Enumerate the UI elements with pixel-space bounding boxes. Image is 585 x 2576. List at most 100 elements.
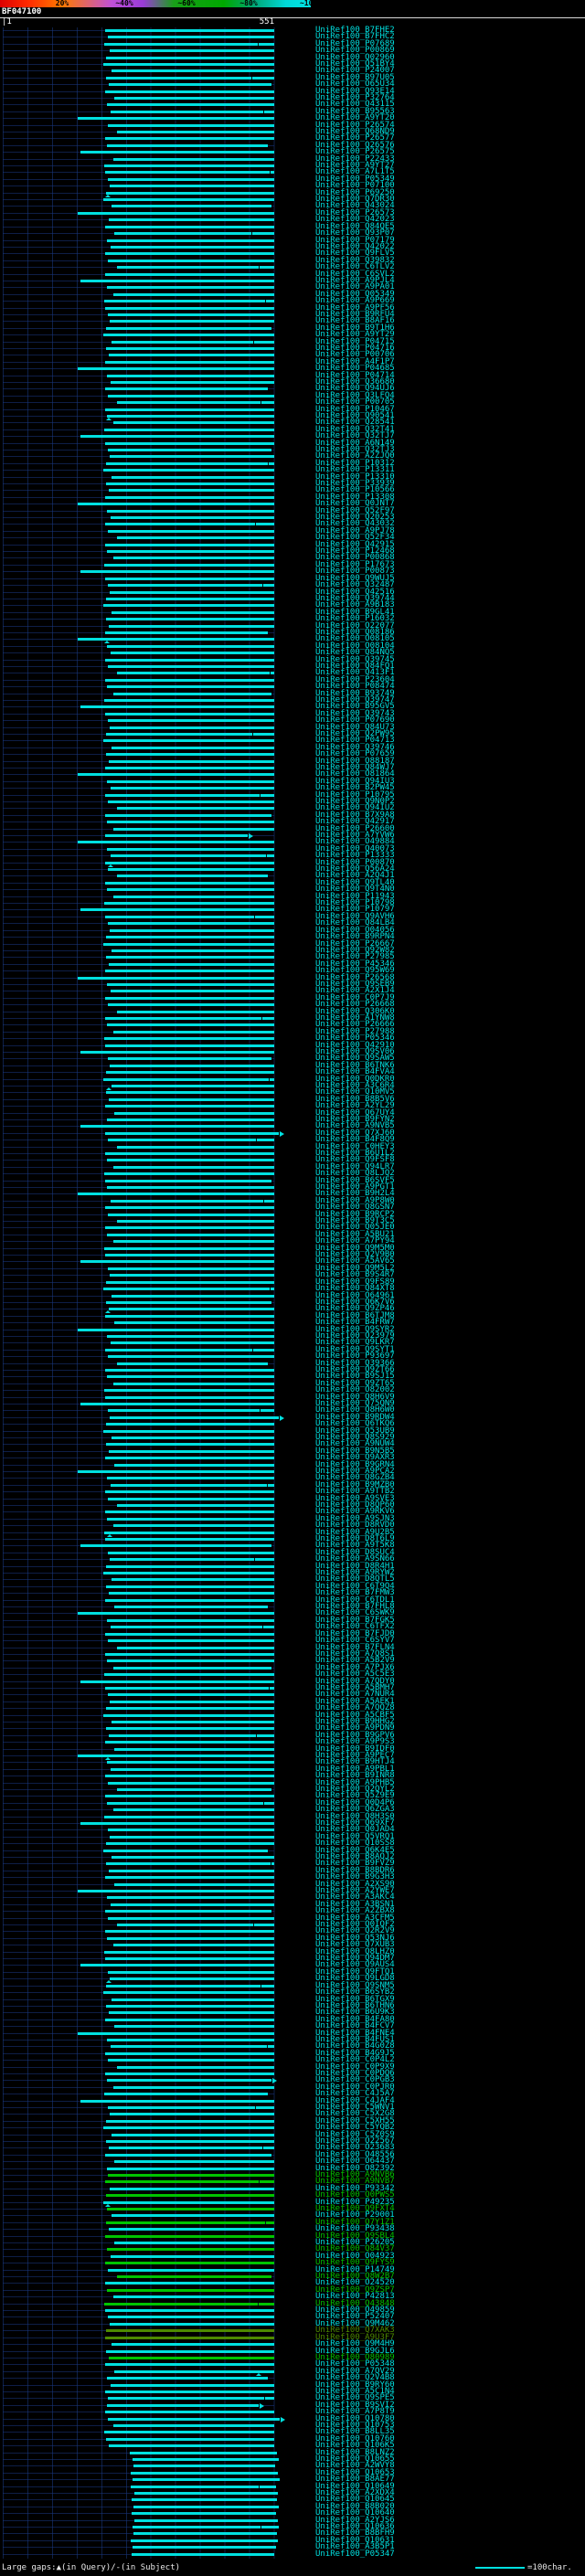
hit-bar[interactable] bbox=[107, 719, 274, 723]
hit-label[interactable]: UniRef100_A2WVY8 bbox=[315, 2461, 395, 2471]
hit-label[interactable]: UniRef100_A9T5K8 bbox=[315, 1541, 395, 1551]
hit-bar[interactable] bbox=[105, 2221, 274, 2224]
hit-label[interactable]: UniRef100_Q8H6V9 bbox=[315, 1392, 395, 1402]
hit-bar[interactable] bbox=[107, 415, 274, 419]
hit-bar[interactable] bbox=[104, 2093, 268, 2096]
hit-bar[interactable] bbox=[109, 320, 274, 323]
hit-bar[interactable] bbox=[131, 2471, 278, 2475]
hit-bar[interactable] bbox=[104, 300, 274, 303]
hit-bar[interactable] bbox=[105, 2180, 274, 2184]
hit-bar[interactable] bbox=[113, 97, 274, 101]
hit-label[interactable]: UniRef100_Q8H6W0 bbox=[315, 1405, 395, 1415]
hit-label[interactable]: UniRef100_B95563 bbox=[315, 106, 395, 116]
hit-label[interactable]: UniRef100_Q52F34 bbox=[315, 533, 395, 543]
hit-bar[interactable] bbox=[105, 2262, 274, 2265]
hit-label[interactable]: UniRef100_B7FHE2 bbox=[315, 26, 395, 35]
hit-bar[interactable] bbox=[80, 1964, 274, 1967]
hit-label[interactable]: UniRef100_P04715 bbox=[315, 336, 395, 346]
hit-label[interactable]: UniRef100_Q9SAW5 bbox=[315, 1054, 395, 1064]
hit-label[interactable]: UniRef100_P08474 bbox=[315, 682, 395, 692]
hit-bar[interactable] bbox=[105, 1206, 274, 1210]
hit-bar[interactable] bbox=[105, 76, 274, 80]
hit-bar[interactable] bbox=[80, 705, 274, 709]
hit-bar[interactable] bbox=[77, 211, 274, 215]
hit-bar[interactable] bbox=[105, 712, 274, 716]
hit-label[interactable]: UniRef100_Q0JNT7 bbox=[315, 499, 395, 509]
hit-bar[interactable] bbox=[108, 83, 271, 87]
hit-bar[interactable] bbox=[108, 1449, 274, 1453]
hit-label[interactable]: UniRef100_Q9LKR7 bbox=[315, 1338, 395, 1348]
hit-bar[interactable] bbox=[109, 1274, 274, 1277]
hit-bar[interactable] bbox=[80, 1402, 274, 1405]
hit-label[interactable]: UniRef100_Q8GZB4 bbox=[315, 1473, 395, 1483]
hit-label[interactable]: UniRef100_Q3LFQ4 bbox=[315, 390, 395, 400]
hit-label[interactable]: UniRef100_Q84QE5 bbox=[315, 221, 395, 231]
hit-bar[interactable] bbox=[117, 1362, 268, 1365]
hit-label[interactable]: UniRef100_B7FHL8 bbox=[315, 1602, 395, 1612]
hit-bar[interactable] bbox=[112, 421, 274, 425]
hit-label[interactable]: UniRef100_O82002 bbox=[315, 1385, 395, 1395]
hit-bar[interactable] bbox=[105, 1632, 274, 1636]
hit-label[interactable]: UniRef100_P13310 bbox=[315, 472, 395, 482]
hit-label[interactable]: UniRef100_Q0PWS5 bbox=[315, 2190, 395, 2200]
hit-label[interactable]: UniRef100_Q9M5L2 bbox=[315, 1263, 395, 1273]
hit-label[interactable]: UniRef100_A9NVB6 bbox=[315, 2170, 395, 2179]
hit-label[interactable]: UniRef100_P04714 bbox=[315, 370, 395, 380]
hit-bar[interactable] bbox=[112, 1578, 274, 1582]
hit-bar[interactable] bbox=[107, 2316, 274, 2319]
hit-label[interactable]: UniRef100_Q69XF7 bbox=[315, 1818, 395, 1828]
hit-label[interactable]: UniRef100_Q84WJ7 bbox=[315, 763, 395, 772]
hit-bar[interactable] bbox=[77, 1470, 274, 1473]
hit-label[interactable]: UniRef100_Q9AXR3 bbox=[315, 1453, 395, 1463]
hit-label[interactable]: UniRef100_Q43024 bbox=[315, 201, 395, 211]
hit-label[interactable]: UniRef100_C6SVL2 bbox=[315, 269, 395, 279]
hit-label[interactable]: UniRef100_B9RY60 bbox=[315, 2380, 395, 2390]
hit-bar[interactable] bbox=[112, 2423, 274, 2427]
hit-label[interactable]: UniRef100_Q7XJ60 bbox=[315, 1128, 395, 1138]
hit-label[interactable]: UniRef100_Q39366 bbox=[315, 1358, 395, 1368]
hit-label[interactable]: UniRef100_Q7DR30 bbox=[315, 195, 395, 205]
hit-bar[interactable] bbox=[113, 1111, 274, 1115]
hit-bar[interactable] bbox=[108, 664, 274, 668]
hit-label[interactable]: UniRef100_A2XDX4 bbox=[315, 2487, 395, 2497]
hit-label[interactable]: UniRef100_B9RFU4 bbox=[315, 309, 395, 319]
hit-bar[interactable] bbox=[77, 503, 274, 506]
hit-label[interactable]: UniRef100_P23604 bbox=[315, 674, 395, 684]
hit-bar[interactable] bbox=[132, 2457, 279, 2461]
hit-label[interactable]: UniRef100_C0PGB3 bbox=[315, 2075, 395, 2085]
hit-bar[interactable] bbox=[107, 2403, 260, 2407]
hit-label[interactable]: UniRef100_B8BFH9 bbox=[315, 2528, 395, 2539]
hit-bar[interactable] bbox=[105, 577, 274, 580]
hit-label[interactable]: UniRef100_B9RDW4 bbox=[315, 1412, 395, 1422]
hit-bar[interactable] bbox=[104, 1531, 274, 1534]
hit-label[interactable]: UniRef100_P00870 bbox=[315, 857, 395, 867]
hit-label[interactable]: UniRef100_A3CFM5 bbox=[315, 1913, 395, 1923]
hit-bar[interactable] bbox=[80, 1680, 274, 1683]
hit-bar[interactable] bbox=[104, 360, 274, 364]
hit-bar[interactable] bbox=[112, 2085, 274, 2089]
hit-label[interactable]: UniRef100_P27988 bbox=[315, 1026, 395, 1036]
hit-label[interactable]: UniRef100_Q9SV06 bbox=[315, 1046, 395, 1056]
hit-label[interactable]: UniRef100_O82392 bbox=[315, 2163, 395, 2173]
hit-bar[interactable] bbox=[105, 252, 274, 256]
hit-label[interactable]: UniRef100_B9SVI2 bbox=[315, 2400, 395, 2410]
hit-bar[interactable] bbox=[103, 2126, 274, 2130]
hit-label[interactable]: UniRef100_P26600 bbox=[315, 823, 395, 833]
hit-label[interactable]: UniRef100_B9GPV6 bbox=[315, 1730, 395, 1740]
hit-label[interactable]: UniRef100_Q9SEB9 bbox=[315, 979, 395, 989]
hit-label[interactable]: UniRef100_Q9FSF8 bbox=[315, 1155, 395, 1165]
hit-label[interactable]: UniRef100_Q84U73 bbox=[315, 722, 395, 732]
hit-label[interactable]: UniRef100_B6TJM8 bbox=[315, 1310, 395, 1320]
hit-bar[interactable] bbox=[105, 834, 248, 838]
hit-label[interactable]: UniRef100_C0PJR0 bbox=[315, 2082, 395, 2092]
hit-label[interactable]: UniRef100_O64437 bbox=[315, 2157, 395, 2167]
hit-bar[interactable] bbox=[109, 455, 274, 459]
hit-bar[interactable] bbox=[117, 401, 274, 405]
hit-bar[interactable] bbox=[111, 652, 274, 655]
hit-label[interactable]: UniRef100_B8B020 bbox=[315, 2501, 395, 2511]
hit-label[interactable]: UniRef100_P10467 bbox=[315, 404, 395, 414]
hit-bar[interactable] bbox=[105, 2051, 274, 2055]
hit-bar[interactable] bbox=[106, 1564, 274, 1568]
hit-bar[interactable] bbox=[133, 2491, 279, 2495]
hit-bar[interactable] bbox=[109, 1558, 274, 1562]
